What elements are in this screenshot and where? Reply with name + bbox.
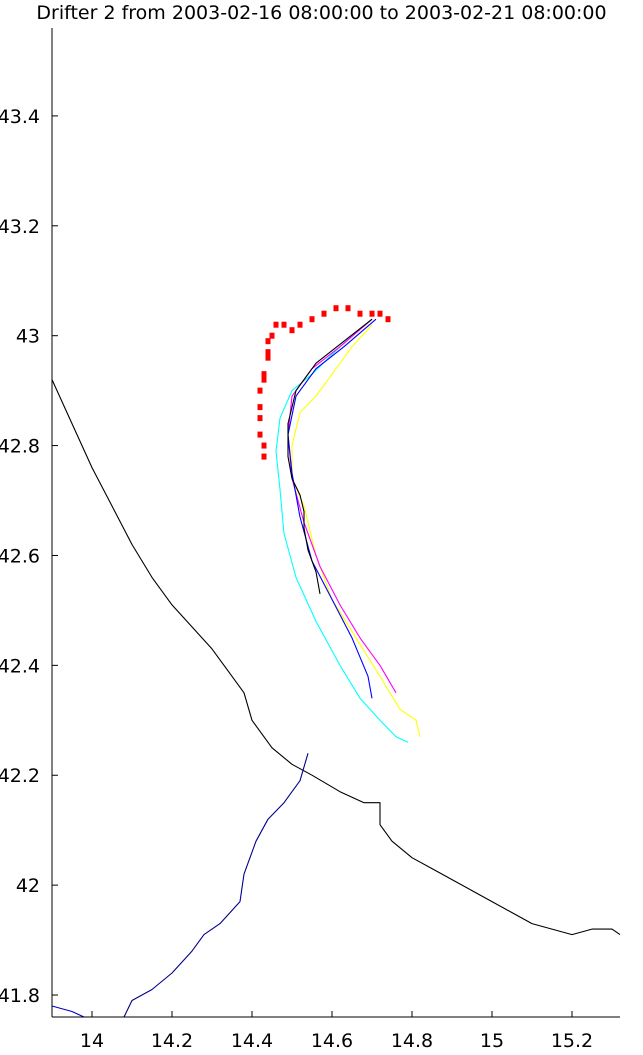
chart-title: Drifter 2 from 2003-02-16 08:00:00 to 20… (36, 2, 607, 24)
drifter-point (281, 321, 287, 328)
y-tick-label: 42.2 (0, 765, 40, 787)
coast-fragment-line-2 (51, 1005, 85, 1018)
model-track-line-7 (287, 318, 377, 699)
drifter-point (261, 442, 267, 449)
drifter-point (369, 310, 375, 317)
coastline-line-0 (51, 379, 621, 936)
river-line-1 (123, 753, 309, 1018)
drifter-point (345, 305, 351, 312)
drifter-point (257, 404, 263, 411)
drifter-point (257, 387, 263, 394)
x-tick-label: 15.2 (551, 1030, 593, 1052)
x-tick-label: 14 (80, 1030, 104, 1052)
y-tick-label: 43 (16, 326, 40, 348)
model-track-line-4 (291, 324, 421, 737)
drifter-point (265, 354, 271, 361)
drifter-point (289, 327, 295, 334)
x-ticks: 14 14.2 14.4 14.6 14.8 15 15.2 (80, 1011, 593, 1052)
drifter-point (257, 431, 263, 438)
drifter-point (357, 310, 363, 317)
y-tick-label: 43.2 (0, 216, 40, 238)
drifter-point (273, 321, 279, 328)
drifter-point (265, 349, 271, 356)
model-track-line-5 (275, 318, 409, 743)
drifter-point (257, 415, 263, 422)
y-tick-label: 42 (16, 875, 40, 897)
y-tick-label: 42.6 (0, 545, 40, 567)
drifter-point (377, 310, 383, 317)
drifter-point (321, 310, 327, 317)
drifter-point (385, 316, 391, 323)
drifter-point (261, 453, 267, 460)
drifter-point (297, 321, 303, 328)
model-track-line-8 (287, 318, 373, 594)
x-tick-label: 15 (480, 1030, 504, 1052)
y-tick-label: 41.8 (0, 985, 40, 1007)
model-track-line-6 (287, 318, 397, 694)
drifter-point (265, 338, 271, 345)
y-ticks: 41.8 42 42.2 42.4 42.6 42.8 43 43.2 43.4 (0, 106, 58, 1007)
y-tick-label: 42.4 (0, 655, 40, 677)
drifter-point (309, 316, 315, 323)
y-tick-label: 42.8 (0, 436, 40, 458)
drifter-point (261, 376, 267, 383)
drifter-point (269, 332, 275, 339)
x-tick-label: 14.4 (231, 1030, 273, 1052)
series-layer (51, 305, 621, 1018)
drifter-point (261, 371, 267, 378)
x-tick-label: 14.6 (311, 1030, 353, 1052)
drifter-point (333, 305, 339, 312)
x-tick-label: 14.8 (391, 1030, 433, 1052)
y-tick-label: 43.4 (0, 106, 40, 128)
x-tick-label: 14.2 (151, 1030, 193, 1052)
